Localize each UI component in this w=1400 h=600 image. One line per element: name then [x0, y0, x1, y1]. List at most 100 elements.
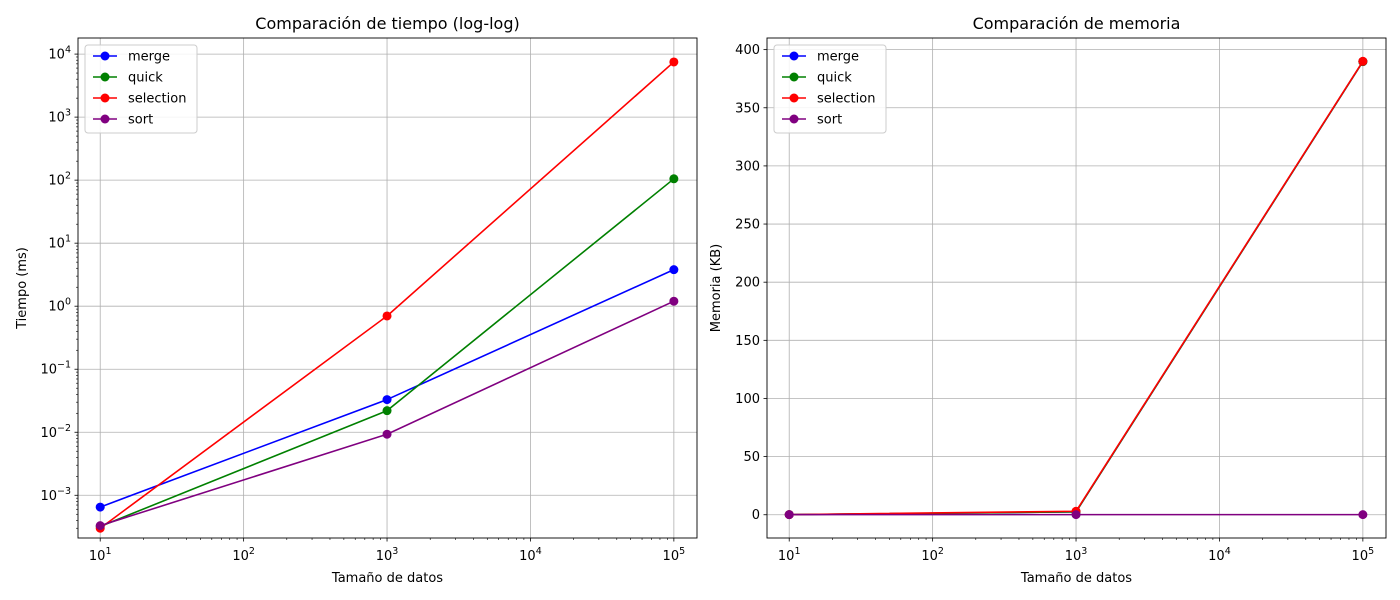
legend-marker-selection — [789, 93, 799, 103]
y-tick-label: 300 — [735, 159, 760, 174]
x-tick-label: 104 — [519, 546, 542, 564]
grid — [767, 38, 1386, 538]
y-tick-label: 100 — [48, 297, 71, 315]
data-point-selection — [382, 311, 392, 321]
x-tick-label-base: 10 — [1208, 549, 1225, 564]
data-point-sort — [784, 510, 794, 520]
legend-item-sort: sort — [93, 113, 153, 128]
legend-item-quick: quick — [93, 71, 163, 86]
y-tick-label-base: 10 — [40, 489, 57, 504]
y-tick-label-base: 10 — [40, 363, 57, 378]
data-point-sort — [1071, 510, 1081, 520]
x-tick-label: 103 — [376, 546, 399, 564]
legend-item-selection: selection — [782, 92, 875, 107]
x-tick-label-exponent: 4 — [536, 546, 542, 557]
data-point-sort — [95, 521, 105, 531]
data-point-sort — [382, 429, 392, 439]
legend-item-merge: merge — [782, 50, 859, 65]
series-merge — [95, 265, 679, 512]
x-tick-label: 102 — [232, 546, 255, 564]
y-axis-label: Memoria (KB) — [709, 244, 724, 332]
legend-box — [84, 44, 198, 134]
y-tick-label-exponent: 1 — [65, 234, 71, 245]
y-tick-label: 150 — [735, 334, 760, 349]
legend-label-quick: quick — [128, 71, 163, 86]
y-tick-label-exponent: −1 — [57, 360, 71, 371]
x-tick-label-base: 10 — [778, 549, 795, 564]
axes-frame — [77, 37, 698, 539]
x-tick-label: 103 — [1065, 546, 1088, 564]
x-tick-label: 105 — [1352, 546, 1375, 564]
data-point-quick — [382, 406, 392, 416]
x-tick-label-exponent: 2 — [249, 546, 255, 557]
legend-label-selection: selection — [128, 92, 186, 107]
y-tick-label: 350 — [735, 101, 760, 116]
x-tick-label-exponent: 3 — [1081, 546, 1087, 557]
chart-panel-1: 101 102 103 104 10510−310−210−11001011021031… — [15, 14, 698, 586]
y-tick-label-exponent: −3 — [57, 486, 71, 497]
legend-label-selection: selection — [817, 92, 875, 107]
y-tick-label-exponent: 3 — [65, 108, 71, 119]
series-sort — [784, 510, 1368, 520]
y-tick-label: 10−2 — [40, 423, 71, 441]
y-tick-label-base: 10 — [48, 111, 65, 126]
legend: merge quick selection sort — [84, 44, 198, 134]
legend-item-selection: selection — [93, 92, 186, 107]
legend-marker-quick — [789, 72, 799, 82]
y-tick-label: 400 — [735, 43, 760, 58]
y-tick-label: 200 — [735, 276, 760, 291]
y-tick-label: 101 — [48, 234, 71, 252]
x-tick-label-exponent: 1 — [794, 546, 800, 557]
x-tick-label-exponent: 1 — [105, 546, 111, 557]
y-tick-label-base: 10 — [48, 174, 65, 189]
legend-label-merge: merge — [817, 50, 859, 65]
x-axis-label: Tamaño de datos — [1020, 571, 1132, 586]
y-tick-label-base: 10 — [48, 237, 65, 252]
plot-area — [95, 57, 679, 533]
y-tick-label-base: 10 — [48, 48, 65, 63]
x-tick-label-base: 10 — [1352, 549, 1369, 564]
chart-title: Comparación de tiempo (log-log) — [255, 14, 519, 33]
data-point-merge — [382, 395, 392, 405]
x-tick-label-exponent: 5 — [679, 546, 685, 557]
legend-marker-sort — [789, 114, 799, 124]
legend-item-quick: quick — [782, 71, 852, 86]
x-tick-label: 101 — [778, 546, 801, 564]
data-point-merge — [669, 265, 679, 275]
x-tick-label: 101 — [89, 546, 112, 564]
x-tick-label: 104 — [1208, 546, 1231, 564]
x-tick-label: 102 — [921, 546, 944, 564]
y-tick-label-base: 10 — [40, 426, 57, 441]
x-tick-label-base: 10 — [1065, 549, 1082, 564]
legend-marker-sort — [100, 114, 110, 124]
x-tick-label-base: 10 — [89, 549, 106, 564]
data-point-selection — [1358, 56, 1368, 66]
y-tick-label: 50 — [743, 450, 760, 465]
y-tick-label: 10−1 — [40, 360, 71, 378]
legend-label-sort: sort — [817, 113, 842, 128]
legend-marker-selection — [100, 93, 110, 103]
legend-label-sort: sort — [128, 113, 153, 128]
legend: merge quick selection sort — [773, 44, 887, 134]
y-tick-label: 10−3 — [40, 486, 71, 504]
data-point-quick — [669, 174, 679, 184]
x-tick-label-exponent: 4 — [1225, 546, 1231, 557]
x-axis-label: Tamaño de datos — [331, 571, 443, 586]
legend-marker-merge — [100, 51, 110, 61]
legend-item-merge: merge — [93, 50, 170, 65]
x-tick-label-base: 10 — [376, 549, 393, 564]
legend-label-quick: quick — [817, 71, 852, 86]
data-point-sort — [1358, 510, 1368, 520]
chart-title: Comparación de memoria — [973, 14, 1181, 33]
y-tick-label: 250 — [735, 218, 760, 233]
legend-marker-quick — [100, 72, 110, 82]
legend-item-sort: sort — [782, 113, 842, 128]
x-tick-label-exponent: 2 — [938, 546, 944, 557]
x-tick-label: 105 — [663, 546, 686, 564]
y-tick-label-exponent: 4 — [65, 45, 71, 56]
legend-marker-merge — [789, 51, 799, 61]
series-sort — [95, 296, 679, 531]
y-tick-label: 102 — [48, 171, 71, 189]
plot-area — [784, 56, 1368, 520]
